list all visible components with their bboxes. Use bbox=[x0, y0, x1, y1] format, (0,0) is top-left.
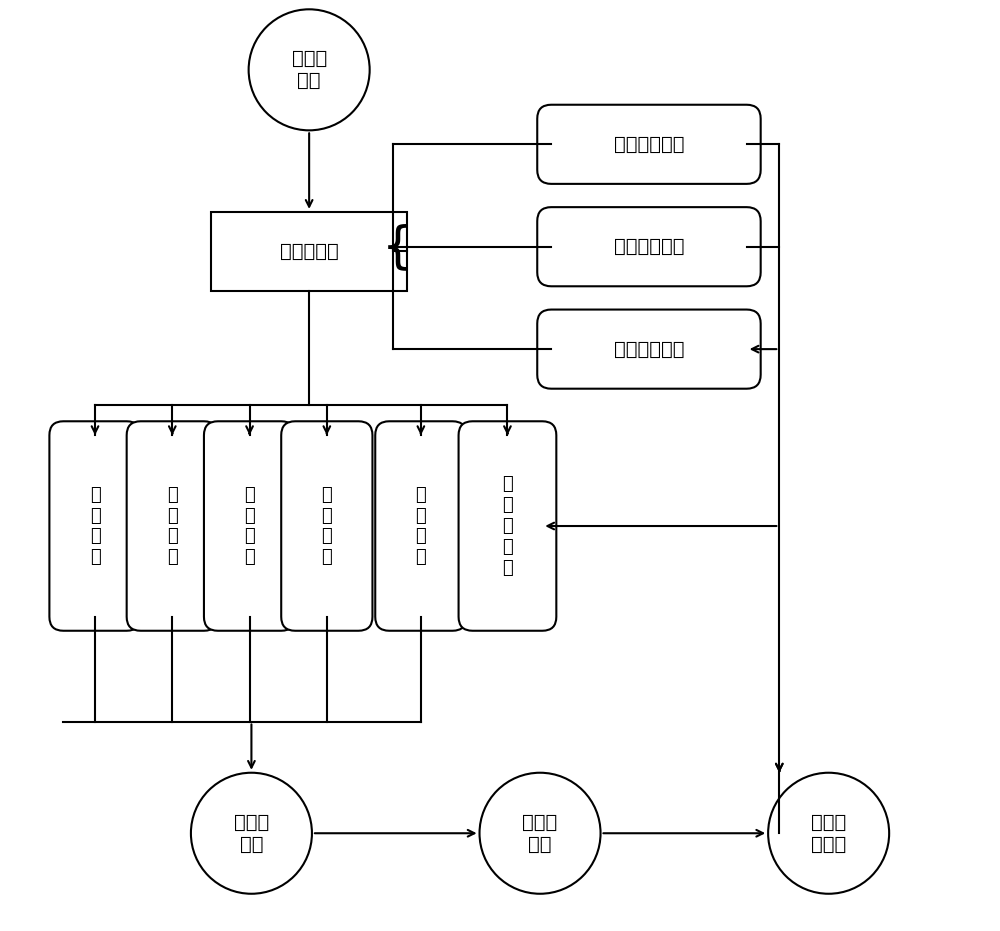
Text: {: { bbox=[382, 223, 413, 271]
Circle shape bbox=[768, 773, 889, 894]
Text: 辅
助
决
策
器: 辅 助 决 策 器 bbox=[502, 476, 513, 576]
Text: 决
策
器
一: 决 策 器 一 bbox=[90, 486, 100, 566]
FancyBboxPatch shape bbox=[537, 309, 761, 389]
Text: 出口采集装置: 出口采集装置 bbox=[614, 135, 684, 154]
Circle shape bbox=[480, 773, 601, 894]
Text: 概率统
计器: 概率统 计器 bbox=[234, 813, 269, 854]
Text: 入口采集装置: 入口采集装置 bbox=[614, 237, 684, 256]
Text: 决
策
器
三: 决 策 器 三 bbox=[244, 486, 255, 566]
FancyBboxPatch shape bbox=[537, 105, 761, 184]
FancyBboxPatch shape bbox=[211, 212, 407, 290]
FancyBboxPatch shape bbox=[459, 421, 556, 631]
FancyBboxPatch shape bbox=[537, 208, 761, 287]
FancyBboxPatch shape bbox=[49, 421, 141, 631]
FancyBboxPatch shape bbox=[127, 421, 218, 631]
Circle shape bbox=[249, 9, 370, 130]
Text: 流量预
测结果: 流量预 测结果 bbox=[811, 813, 846, 854]
Text: 最终决
策器: 最终决 策器 bbox=[522, 813, 558, 854]
FancyBboxPatch shape bbox=[281, 421, 372, 631]
Text: 决
策
器
二: 决 策 器 二 bbox=[167, 486, 178, 566]
Text: 信号采集器: 信号采集器 bbox=[280, 242, 339, 261]
Text: 决
策
器
四: 决 策 器 四 bbox=[321, 486, 332, 566]
FancyBboxPatch shape bbox=[204, 421, 295, 631]
Text: 上游采集装置: 上游采集装置 bbox=[614, 340, 684, 358]
Circle shape bbox=[191, 773, 312, 894]
FancyBboxPatch shape bbox=[375, 421, 466, 631]
Text: 高速收
费站: 高速收 费站 bbox=[292, 49, 327, 90]
Text: 决
策
器
五: 决 策 器 五 bbox=[415, 486, 426, 566]
